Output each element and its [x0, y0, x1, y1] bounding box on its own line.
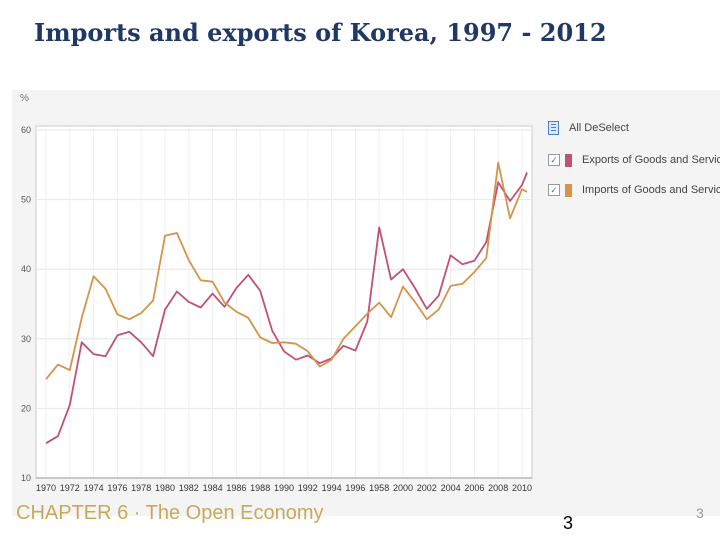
- x-tick-label: 1976: [107, 483, 127, 493]
- x-tick-label: 1988: [250, 483, 270, 493]
- x-tick-label: 2010: [512, 483, 532, 493]
- exports-checkbox[interactable]: ✓: [548, 154, 560, 166]
- x-tick-label: 1958: [369, 483, 389, 493]
- x-tick-label: 2002: [417, 483, 437, 493]
- y-tick-label: 30: [21, 334, 31, 344]
- document-icon: [548, 121, 559, 135]
- exports-series-line: [45, 172, 528, 444]
- imports-series-line: [45, 161, 528, 380]
- y-tick-label: 50: [21, 195, 31, 205]
- footer-chapter-text: CHAPTER 6 · The Open Economy: [16, 502, 324, 524]
- x-tick-label: 1994: [322, 483, 342, 493]
- page-number-right: 3: [696, 505, 704, 521]
- x-tick-label: 2004: [441, 483, 461, 493]
- x-tick-label: 1970: [36, 483, 56, 493]
- x-tick-label: 2008: [488, 483, 508, 493]
- line-chart: % 10 20 30 40 50 60 1970 1972 1974 1976 1978 1980 198…: [20, 93, 533, 493]
- legend-item-exports[interactable]: ✓ Exports of Goods and Services: [548, 152, 720, 168]
- y-tick-label: 60: [21, 125, 31, 135]
- x-tick-label: 1990: [274, 483, 294, 493]
- x-tick-label: 1996: [345, 483, 365, 493]
- imports-swatch: [565, 183, 572, 197]
- x-tick-label: 1978: [131, 483, 151, 493]
- y-axis-label: %: [20, 93, 29, 104]
- chart-panel: % 10 20 30 40 50 60 1970 1972 1974 1976 1978 1980 198…: [12, 90, 720, 516]
- y-tick-label: 20: [21, 403, 31, 413]
- x-tick-label: 2000: [393, 483, 413, 493]
- x-tick-label: 1980: [155, 483, 175, 493]
- legend-deselect-all[interactable]: All DeSelect: [548, 120, 720, 136]
- x-tick-label: 1984: [203, 483, 223, 493]
- x-tick-label: 1974: [84, 483, 104, 493]
- legend-item-imports[interactable]: ✓ Imports of Goods and Services: [548, 182, 720, 198]
- x-tick-label: 2006: [464, 483, 484, 493]
- y-tick-label: 40: [21, 264, 31, 274]
- imports-checkbox[interactable]: ✓: [548, 184, 560, 196]
- x-tick-label: 1992: [298, 483, 318, 493]
- page-number: 3: [563, 513, 574, 533]
- x-tick-label: 1986: [226, 483, 246, 493]
- slide-title: Imports and exports of Korea, 1997 - 201…: [34, 18, 607, 47]
- x-tick-label: 1972: [60, 483, 80, 493]
- chart-legend: All DeSelect ✓ Exports of Goods and Serv…: [548, 120, 720, 212]
- legend-exports-label: Exports of Goods and Services: [582, 154, 720, 166]
- legend-imports-label: Imports of Goods and Services: [582, 184, 720, 196]
- deselect-all-label: All DeSelect: [569, 122, 629, 134]
- exports-swatch: [565, 153, 572, 167]
- x-tick-label: 1982: [179, 483, 199, 493]
- y-tick-label: 10: [21, 473, 31, 483]
